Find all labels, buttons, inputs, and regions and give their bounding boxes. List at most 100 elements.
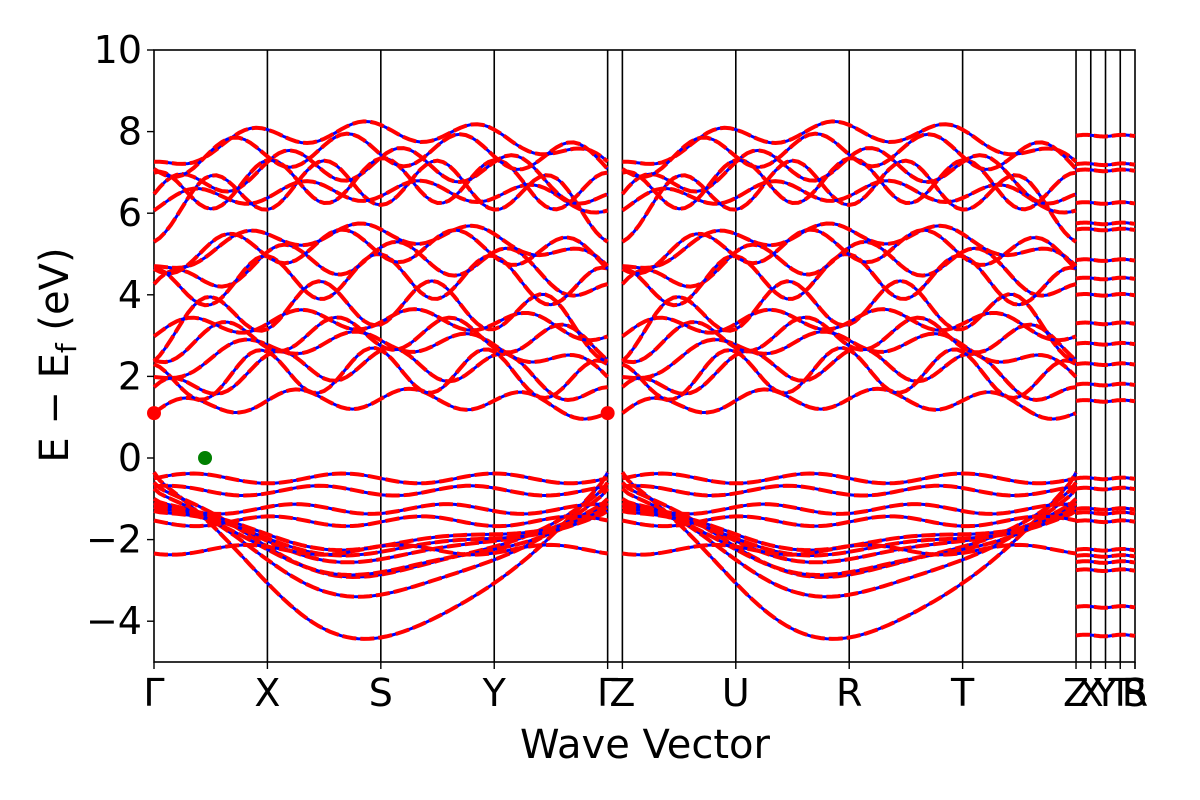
x-tick-label: X — [254, 671, 280, 715]
band-line-red — [153, 471, 608, 486]
band-line-red — [621, 501, 1078, 578]
band-line-red — [1075, 559, 1136, 565]
y-axis-label: E − Ef (eV) — [32, 247, 83, 462]
x-tick-label: Z — [1063, 671, 1089, 715]
band-line-red — [621, 307, 1077, 343]
band-line-red — [1075, 485, 1135, 492]
band-line-red — [1075, 381, 1136, 388]
x-tick-label: Y — [482, 671, 507, 715]
band-line-red — [1075, 567, 1135, 573]
band-line-red — [1075, 361, 1136, 367]
x-tick-label: Γ — [597, 671, 618, 715]
band-line-red — [153, 329, 610, 381]
band-line-red — [1075, 604, 1136, 610]
band-line-red — [152, 345, 608, 403]
band-line-red — [1075, 200, 1135, 206]
band-line-red — [621, 315, 1078, 365]
vbm-marker — [198, 451, 213, 465]
x-tick-label: T — [950, 671, 975, 715]
band-line-red — [152, 239, 609, 298]
y-axis-label-unit: (eV) — [32, 247, 78, 343]
band-line-red — [1075, 398, 1136, 404]
band-line-red — [621, 158, 1078, 244]
x-axis-label: Wave Vector — [520, 722, 771, 768]
y-axis-label-main: E − E — [32, 353, 78, 463]
plot-area — [153, 49, 1136, 663]
x-tick-label: Z — [609, 671, 635, 715]
band-line-red — [1075, 257, 1136, 263]
band-line-red — [1075, 340, 1136, 347]
cbm-marker — [600, 406, 615, 421]
band-line-red — [621, 345, 1077, 403]
x-tick-label: U — [722, 671, 750, 715]
y-tick-label: 0 — [118, 436, 142, 480]
y-axis-label-sub: f — [50, 342, 83, 353]
band-line-red — [622, 221, 1078, 270]
x-tick-label: R — [836, 671, 862, 715]
x-tick-label: Y — [1093, 671, 1118, 715]
y-tick-label: −4 — [86, 599, 142, 643]
band-line-red — [1075, 161, 1136, 168]
y-tick-label: 10 — [94, 28, 142, 72]
band-line-red — [1075, 167, 1136, 174]
band-line-red — [621, 509, 1078, 558]
cbm-marker — [147, 406, 161, 421]
plot-frame — [153, 49, 1136, 663]
band-line-red — [152, 471, 610, 641]
band-line-red — [152, 158, 609, 244]
band-line-red — [153, 483, 608, 498]
band-line-red — [622, 542, 1077, 557]
band-line-red — [621, 345, 1077, 402]
band-line-red — [153, 542, 608, 557]
band-line-red — [621, 487, 1078, 599]
band-line-red — [153, 502, 608, 516]
band-line-red — [1075, 226, 1136, 233]
band-line-red — [1075, 518, 1136, 525]
band-edge-markers — [147, 406, 615, 465]
band-line-red — [153, 509, 609, 558]
y-tick-label: 6 — [118, 191, 142, 235]
x-tick-label: S — [369, 671, 393, 715]
band-line-red — [1075, 553, 1136, 559]
y-tick-label: 2 — [118, 354, 142, 398]
band-line-red — [152, 307, 609, 343]
band-line-red — [153, 501, 609, 578]
band-line-red — [620, 239, 1077, 298]
band-line-red — [1075, 132, 1136, 139]
band-line-red — [622, 156, 1077, 212]
band-line-red — [153, 156, 608, 212]
band-line-red — [622, 483, 1077, 498]
band-line-red — [152, 278, 609, 364]
band-line-red — [1075, 510, 1136, 516]
band-line-red — [621, 227, 1078, 276]
band-line-red — [1075, 320, 1136, 327]
band-line-red — [152, 131, 610, 179]
x-tick-label: X — [1078, 671, 1104, 715]
x-tick-label: R — [1122, 671, 1148, 715]
band-line-red — [153, 221, 609, 270]
band-line-red — [622, 502, 1077, 516]
band-line-red — [622, 471, 1077, 486]
band-line-red — [621, 514, 1077, 529]
band-line-red — [153, 315, 609, 365]
bands — [152, 119, 1136, 641]
band-line-red — [153, 227, 610, 276]
band-line-red — [620, 471, 1078, 641]
band-line-red — [622, 329, 1078, 381]
band-line-red — [1075, 506, 1135, 512]
band-line-red — [1075, 475, 1135, 482]
band-line-red — [620, 278, 1077, 364]
y-tick-label: −2 — [86, 518, 142, 562]
y-tick-label: 4 — [118, 273, 142, 317]
x-tick-label: Γ — [143, 671, 164, 715]
band-line-red — [621, 131, 1078, 179]
y-tick-label: 8 — [118, 110, 142, 154]
x-tick-label: T — [1108, 671, 1133, 715]
band-line-red — [152, 487, 610, 599]
band-line-red — [153, 514, 608, 529]
band-line-red — [1075, 547, 1135, 553]
band-line-red — [153, 345, 609, 402]
x-tick-label: S — [1123, 671, 1147, 715]
